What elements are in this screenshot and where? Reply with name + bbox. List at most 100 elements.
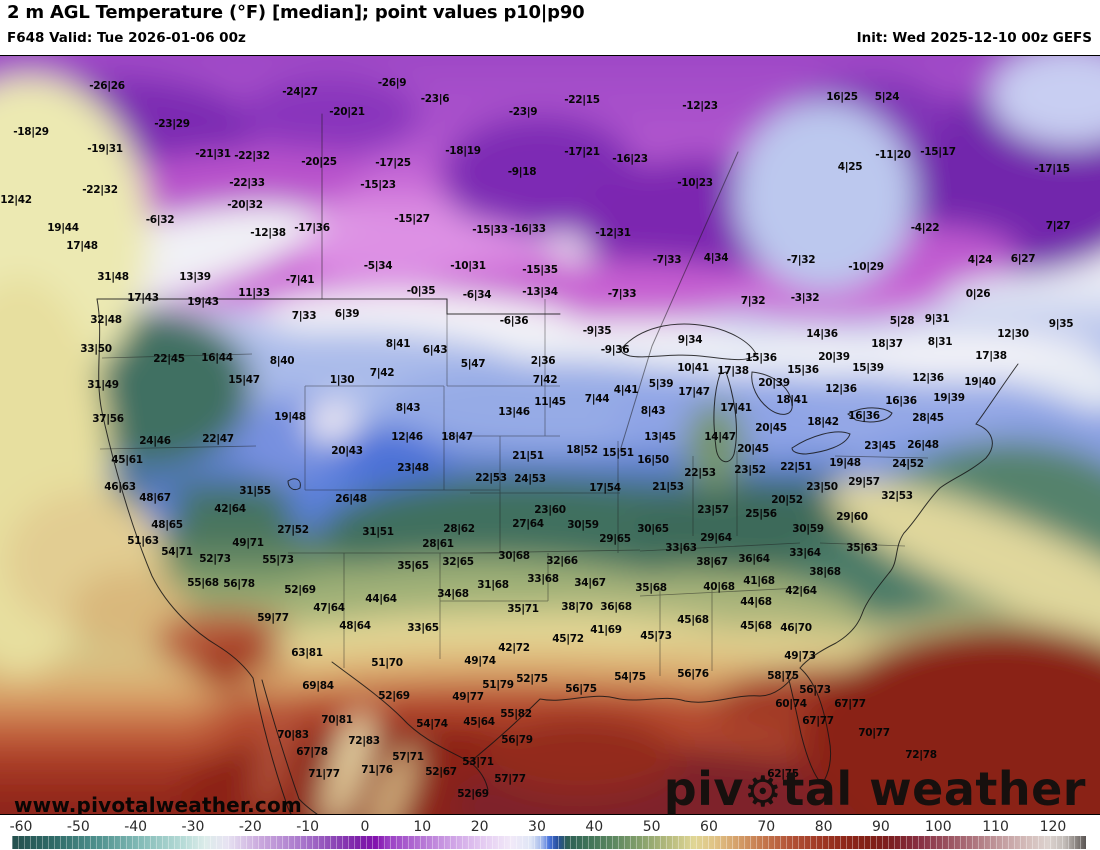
point-label: 14|36 <box>806 328 838 340</box>
point-label: 4|34 <box>703 252 729 264</box>
point-label: 44|68 <box>740 596 772 608</box>
point-label: 12|46 <box>391 431 423 443</box>
point-label: -24|27 <box>282 86 318 98</box>
point-label: 26|48 <box>335 493 367 505</box>
point-label: 16|44 <box>201 352 233 364</box>
point-label: 6|43 <box>422 344 448 356</box>
point-label: 27|64 <box>512 518 544 530</box>
point-label: 54|71 <box>161 546 193 558</box>
point-label: 60|74 <box>775 698 807 710</box>
point-label: 41|68 <box>743 575 775 587</box>
point-label: 12|36 <box>912 372 944 384</box>
point-label: 6|27 <box>1010 253 1036 265</box>
point-label: 36|68 <box>600 601 632 613</box>
point-label: 34|67 <box>574 577 606 589</box>
point-label: 16|50 <box>637 454 669 466</box>
point-label: 7|42 <box>532 374 558 386</box>
point-label: -13|34 <box>522 286 558 298</box>
point-label: 35|68 <box>635 582 667 594</box>
point-label: 25|56 <box>745 508 777 520</box>
colorbar-tick: -40 <box>124 819 148 835</box>
colorbar-tick: 70 <box>757 819 776 835</box>
point-label: 20|39 <box>758 377 790 389</box>
point-label: 2|36 <box>530 355 556 367</box>
point-label: 18|37 <box>871 338 903 350</box>
point-label: 15|51 <box>602 447 634 459</box>
point-label: 35|71 <box>507 603 539 615</box>
point-label: 56|79 <box>501 734 533 746</box>
point-label: 44|64 <box>365 593 397 605</box>
point-label: -15|33 <box>472 224 508 236</box>
colorbar-tick: 90 <box>872 819 890 835</box>
point-label: 13|45 <box>644 431 676 443</box>
point-label: 30|68 <box>498 550 530 562</box>
colorbar-tick: 100 <box>924 819 952 835</box>
point-label: 67|77 <box>834 698 866 710</box>
point-label: -16|23 <box>612 153 648 165</box>
point-label: 10|41 <box>677 362 709 374</box>
point-label: 52|69 <box>457 788 489 800</box>
point-label: 5|47 <box>460 358 486 370</box>
point-label: 12|36 <box>825 383 857 395</box>
point-label: 48|67 <box>139 492 171 504</box>
logo-part1: piv <box>663 762 744 816</box>
colorbar-tick: 20 <box>470 819 489 835</box>
point-label: 45|61 <box>111 454 143 466</box>
point-label: 49|73 <box>784 650 816 662</box>
point-label: 12|42 <box>0 194 32 206</box>
point-label: -19|31 <box>87 143 123 155</box>
point-label: -6|34 <box>462 289 492 301</box>
state-borders <box>99 299 929 676</box>
point-label: 32|53 <box>881 490 913 502</box>
point-label: 57|71 <box>392 751 424 763</box>
point-label: 42|72 <box>498 642 530 654</box>
point-label: -10|29 <box>848 261 884 273</box>
colorbar: -60 -50 -40 -30 -20 -10 0 10 20 30 40 50 60 70 80 90 100… <box>0 815 1100 850</box>
point-label: 20|39 <box>818 351 850 363</box>
point-label: 59|77 <box>257 612 289 624</box>
colorbar-tick: -50 <box>66 819 90 835</box>
point-label: 29|64 <box>700 532 732 544</box>
point-label: 49|71 <box>232 537 264 549</box>
point-label: -17|36 <box>294 222 330 234</box>
point-label: 23|45 <box>864 440 896 452</box>
point-label: 23|60 <box>534 504 566 516</box>
point-label: 48|65 <box>151 519 183 531</box>
colorbar-tick: -10 <box>296 819 320 835</box>
point-label: -15|27 <box>394 213 430 225</box>
point-label: 23|48 <box>397 462 429 474</box>
point-label: 52|69 <box>378 690 410 702</box>
point-label: -22|32 <box>82 184 118 196</box>
point-label: 31|51 <box>362 526 394 538</box>
point-label: -12|23 <box>682 100 718 112</box>
point-label: 46|63 <box>104 481 136 493</box>
point-label: 29|60 <box>836 511 868 523</box>
point-label: 15|36 <box>787 364 819 376</box>
point-label: -20|32 <box>227 199 263 211</box>
point-label: 15|39 <box>852 362 884 374</box>
colorbar-gradient <box>12 836 1086 849</box>
point-label: -20|25 <box>301 156 337 168</box>
point-label: 69|84 <box>302 680 334 692</box>
point-label: 31|48 <box>97 271 129 283</box>
point-label: 13|46 <box>498 406 530 418</box>
point-label: 56|76 <box>677 668 709 680</box>
point-label: 45|73 <box>640 630 672 642</box>
point-label: -17|25 <box>375 157 411 169</box>
point-label: -18|29 <box>13 126 49 138</box>
point-label: 19|48 <box>829 457 861 469</box>
point-label: 28|61 <box>422 538 454 550</box>
point-label: 11|45 <box>534 396 566 408</box>
colorbar-tick: -20 <box>238 819 262 835</box>
point-label: 5|39 <box>648 378 674 390</box>
point-label: 55|68 <box>187 577 219 589</box>
point-label: 21|53 <box>652 481 684 493</box>
point-label: 7|32 <box>740 295 766 307</box>
point-label: 19|48 <box>274 411 306 423</box>
point-label: 56|75 <box>565 683 597 695</box>
point-label: 1|30 <box>329 374 355 386</box>
point-label: 16|36 <box>848 410 880 422</box>
point-label: 22|53 <box>684 467 716 479</box>
point-label: 38|70 <box>561 601 593 613</box>
point-label: 4|24 <box>967 254 993 266</box>
